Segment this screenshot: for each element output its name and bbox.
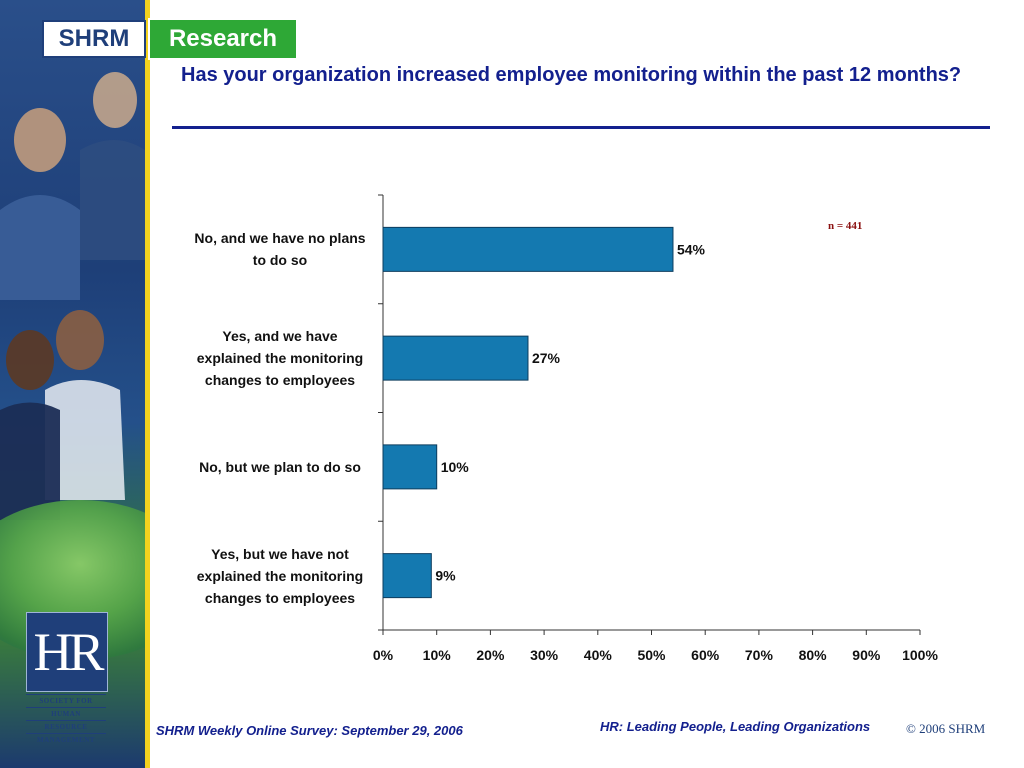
x-tick-label: 70% xyxy=(745,647,774,663)
category-label-line: changes to employees xyxy=(204,372,356,389)
x-tick-label: 90% xyxy=(852,647,881,663)
bar xyxy=(382,444,438,490)
society-line-2: HUMAN xyxy=(26,707,106,718)
society-line-4: MANAGEMENT xyxy=(26,733,106,744)
category-label-line: changes to employees xyxy=(204,589,356,606)
category-label: Yes, but we have not explained the monito… xyxy=(185,543,375,609)
category-label-line: explained the monitoring xyxy=(196,350,364,367)
people-photo-icon xyxy=(0,72,145,520)
bar xyxy=(382,335,529,381)
title-divider xyxy=(172,126,990,129)
accent-stripe xyxy=(145,0,150,768)
hr-logo-text: HR xyxy=(33,622,104,682)
bar xyxy=(382,226,674,272)
bar xyxy=(382,553,432,599)
bar-value-label: 54% xyxy=(677,241,706,257)
page-title: Has your organization increased employee… xyxy=(181,64,962,86)
category-label: No, but we plan to do so xyxy=(185,456,375,478)
bar-value-label: 10% xyxy=(441,459,470,475)
category-label-line: explained the monitoring xyxy=(196,567,364,584)
footer-copyright: © 2006 SHRM xyxy=(906,721,986,736)
x-tick-label: 20% xyxy=(476,647,505,663)
research-logo: Research xyxy=(148,18,298,60)
category-label-line: Yes, but we have not xyxy=(211,545,349,562)
chart-plot: 0% 10% 20% 30% 40% 50% 60% 70% 80% 90% 100% 54% 27% 1… xyxy=(373,194,938,663)
category-label: No, and we have no plans to do so xyxy=(185,227,375,271)
x-tick-label: 100% xyxy=(902,647,938,663)
category-label-line: to do so xyxy=(252,252,308,269)
hr-logo: HR xyxy=(26,612,108,692)
bar-value-label: 9% xyxy=(435,568,456,584)
sample-size-note: n = 441 xyxy=(828,220,863,232)
x-tick-label: 40% xyxy=(584,647,613,663)
footer-source: SHRM Weekly Online Survey: September 29,… xyxy=(156,723,463,738)
society-line-3: RESOURCE xyxy=(26,720,106,731)
x-tick-label: 10% xyxy=(423,647,452,663)
category-label-line: No, but we plan to do so xyxy=(199,458,361,475)
footer-tagline: HR: Leading People, Leading Organization… xyxy=(600,719,871,734)
category-label: Yes, and we have explained the monitoring… xyxy=(185,325,375,391)
x-tick-label: 0% xyxy=(373,647,394,663)
x-tick-label: 60% xyxy=(691,647,720,663)
x-tick-label: 80% xyxy=(799,647,828,663)
bar-value-label: 27% xyxy=(532,350,561,366)
x-tick-label: 50% xyxy=(637,647,666,663)
category-label-line: Yes, and we have xyxy=(222,328,338,345)
society-line-1: SOCIETY FOR xyxy=(26,694,106,705)
category-label-line: No, and we have no plans xyxy=(194,230,366,247)
sidebar-photo-panel xyxy=(0,0,145,768)
x-tick-label: 30% xyxy=(530,647,559,663)
bar-chart: 0% 10% 20% 30% 40% 50% 60% 70% 80% 90% 100% 54% 27% 1… xyxy=(150,180,970,680)
shrm-logo: SHRM xyxy=(42,20,146,58)
